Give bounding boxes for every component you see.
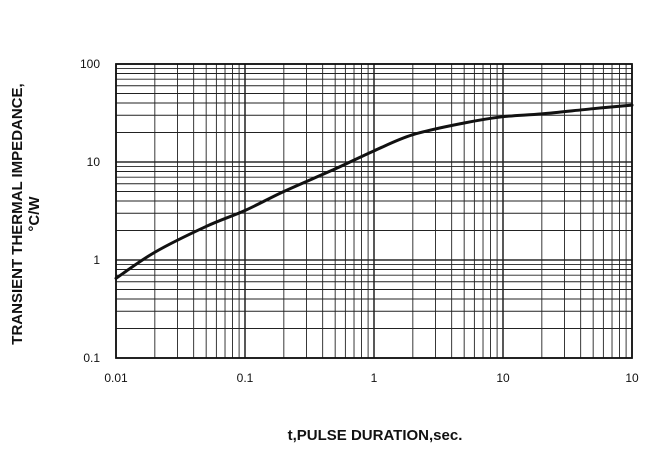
y-tick-label: 1 [93,253,100,267]
x-tick-label: 0.1 [237,371,254,385]
x-axis-title: t,PULSE DURATION,sec. [288,427,463,444]
grid-layer [115,63,633,359]
x-tick-label: 10 [496,371,510,385]
x-tick-label: 1 [371,371,378,385]
y-axis-title-group: TRANSIENT THERMAL IMPEDANCE, °C/W [9,83,43,344]
y-tick-label: 100 [80,57,100,71]
x-tick-label: 10 [625,371,639,385]
plot-frame [115,63,633,359]
x-tick-labels: 0.01 0.1 1 10 10 [104,371,639,385]
series-layer [114,103,634,280]
x-tick-label: 0.01 [104,371,128,385]
thermal-impedance-curve [114,103,634,280]
y-tick-labels: 0.1 1 10 100 [80,57,100,365]
y-tick-label: 10 [87,155,101,169]
y-tick-label: 0.1 [83,351,100,365]
plot-frame-layer [115,63,633,359]
y-axis-title-line2: °C/W [26,196,43,232]
y-axis-title-line1: TRANSIENT THERMAL IMPEDANCE, [9,83,26,344]
